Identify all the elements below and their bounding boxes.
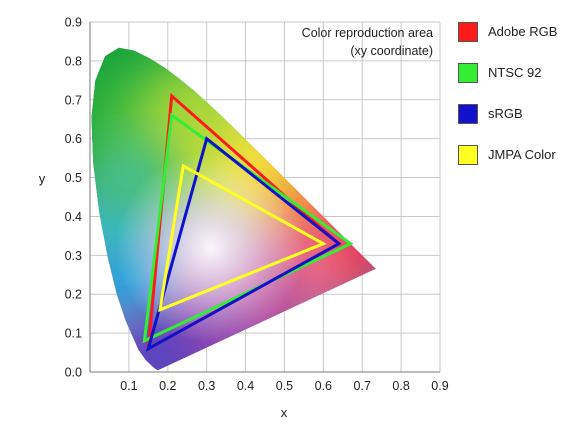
chart-subtitle: (xy coordinate) bbox=[350, 44, 433, 58]
gamut-triangle-ntsc-92 bbox=[142, 112, 354, 344]
legend-swatch-jmpa-color bbox=[458, 145, 478, 165]
y-tick-label: 0.5 bbox=[65, 171, 82, 185]
x-tick-label: 0.6 bbox=[315, 379, 332, 393]
gamut-triangle-jmpa-color bbox=[158, 163, 327, 313]
legend-item-ntsc-92: NTSC 92 bbox=[458, 63, 576, 83]
legend: Adobe RGB NTSC 92 sRGB JMPA Color bbox=[458, 22, 576, 186]
gamut-triangle-srgb bbox=[145, 136, 342, 352]
y-tick-label: 0.6 bbox=[65, 132, 82, 146]
y-tick-labels: 0.0 0.1 0.2 0.3 0.4 0.5 0.6 0.7 0.8 0.9 bbox=[65, 16, 82, 380]
legend-label-jmpa-color: JMPA Color bbox=[488, 147, 556, 162]
x-tick-label: 0.7 bbox=[354, 379, 371, 393]
y-tick-label: 0.4 bbox=[65, 210, 82, 224]
legend-swatch-adobe-rgb bbox=[458, 22, 478, 42]
y-tick-label: 0.0 bbox=[65, 366, 82, 380]
x-tick-label: 0.2 bbox=[159, 379, 176, 393]
x-tick-label: 0.1 bbox=[120, 379, 137, 393]
legend-label-srgb: sRGB bbox=[488, 106, 523, 121]
y-tick-label: 0.9 bbox=[65, 16, 82, 30]
y-tick-label: 0.7 bbox=[65, 93, 82, 107]
x-tick-label: 0.5 bbox=[276, 379, 293, 393]
y-tick-label: 0.3 bbox=[65, 249, 82, 263]
locus-color-patch bbox=[121, 325, 192, 371]
legend-item-adobe-rgb: Adobe RGB bbox=[458, 22, 576, 42]
legend-swatch-ntsc-92 bbox=[458, 63, 478, 83]
y-tick-label: 0.2 bbox=[65, 288, 82, 302]
legend-item-srgb: sRGB bbox=[458, 104, 576, 124]
legend-swatch-srgb bbox=[458, 104, 478, 124]
legend-label-adobe-rgb: Adobe RGB bbox=[488, 24, 558, 39]
x-tick-labels: 0.1 0.2 0.3 0.4 0.5 0.6 0.7 0.8 0.9 bbox=[120, 379, 449, 393]
x-tick-label: 0.4 bbox=[237, 379, 254, 393]
x-axis-label: x bbox=[281, 405, 288, 420]
gamut-triangles bbox=[142, 92, 354, 352]
legend-item-jmpa-color: JMPA Color bbox=[458, 145, 576, 165]
x-tick-label: 0.8 bbox=[392, 379, 409, 393]
chart-title: Color reproduction area bbox=[302, 26, 433, 40]
x-tick-label: 0.9 bbox=[431, 379, 448, 393]
y-tick-label: 0.8 bbox=[65, 54, 82, 68]
y-axis-label: y bbox=[39, 171, 46, 186]
x-tick-label: 0.3 bbox=[198, 379, 215, 393]
y-tick-label: 0.1 bbox=[65, 327, 82, 341]
legend-label-ntsc-92: NTSC 92 bbox=[488, 65, 542, 80]
